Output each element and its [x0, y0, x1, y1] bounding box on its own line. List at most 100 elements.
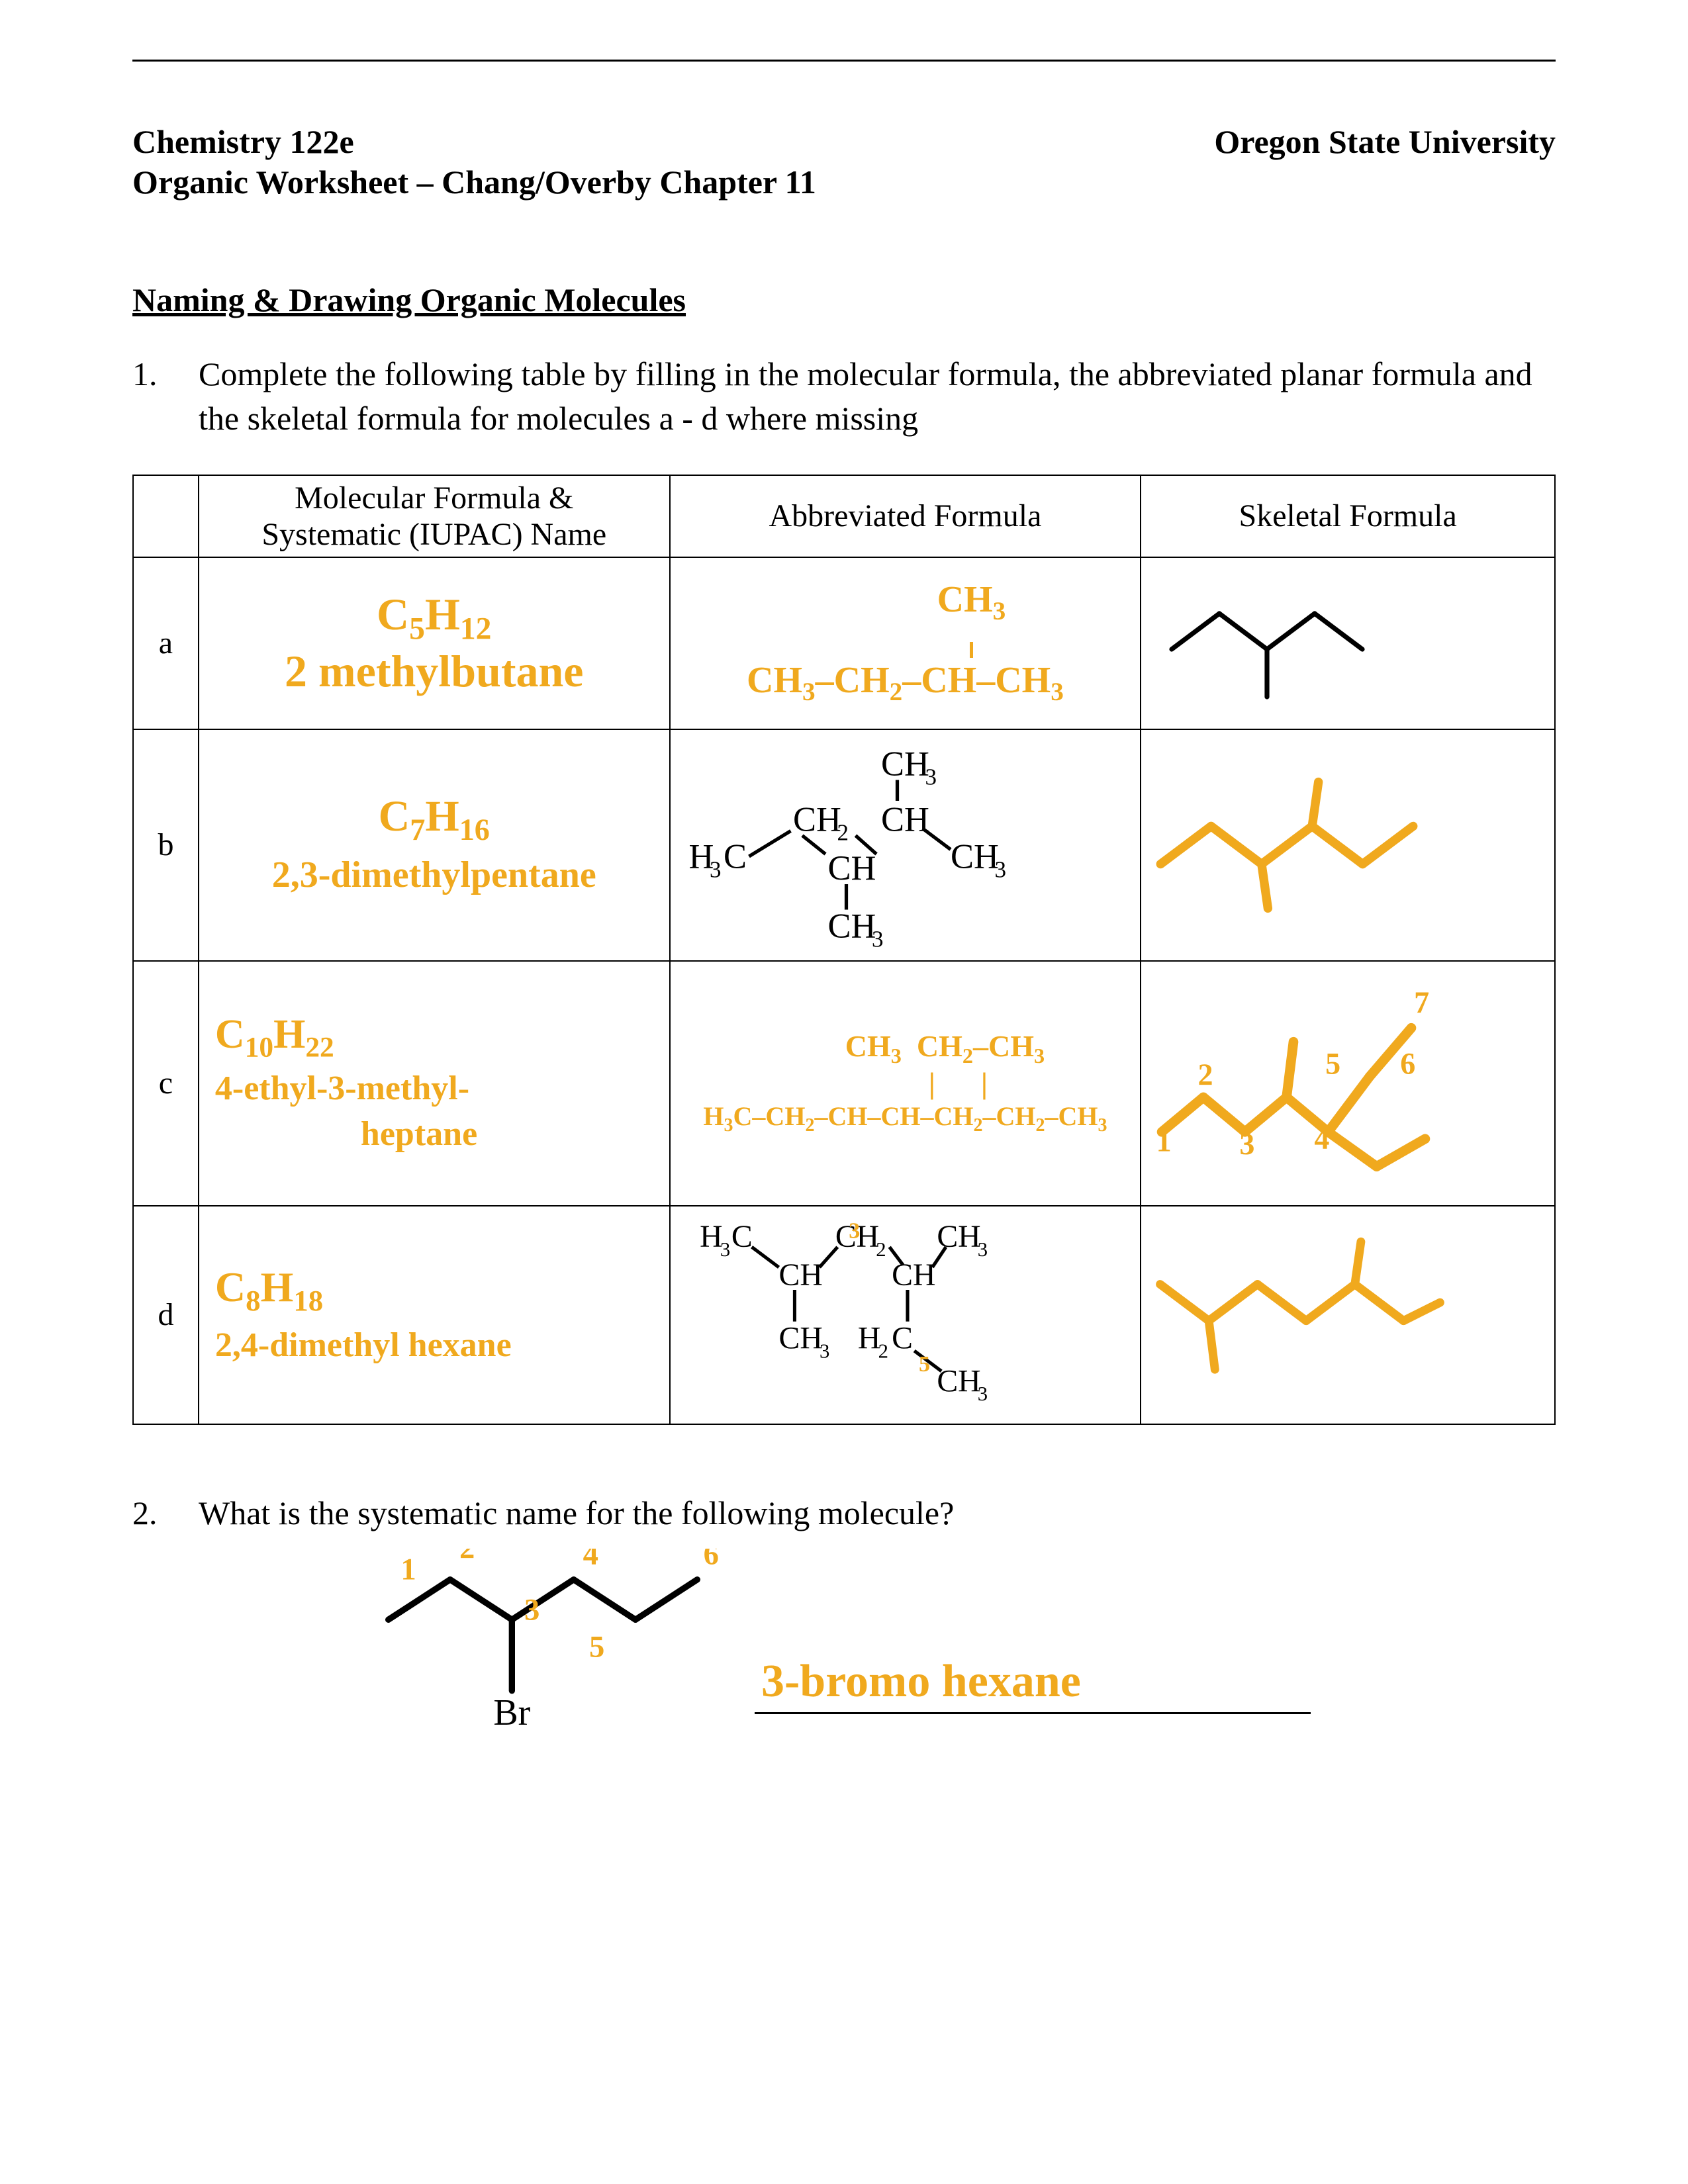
th-col1-l1: Molecular Formula & [295, 480, 573, 516]
row-a-abbrev-main: CH3–CH2–CH–CH3 [747, 660, 1064, 701]
svg-text:5: 5 [589, 1629, 604, 1664]
svg-text:CH: CH [881, 745, 929, 784]
svg-text:CH: CH [937, 1363, 980, 1398]
top-rule [132, 60, 1556, 62]
svg-text:C: C [724, 838, 747, 876]
q2-number: 2. [132, 1491, 199, 1536]
row-b-name-cell: C7H16 2,3-dimethylpentane [199, 729, 670, 961]
row-b-skeletal-svg [1148, 763, 1426, 927]
row-a-label: a [133, 557, 199, 729]
q2-answer: 3-bromo hexane [761, 1656, 1081, 1707]
row-c-name-l2: heptane [361, 1115, 477, 1153]
row-b-name: 2,3-dimethylpentane [272, 854, 596, 895]
row-d-formula: C8H18 [215, 1263, 323, 1310]
question-2: 2. What is the systematic name for the f… [132, 1491, 1556, 1536]
row-d-abbrev-cell: H3C CH2 CH3 CH CH CH3 H2C CH3 [670, 1206, 1141, 1424]
row-c-label: c [133, 961, 199, 1206]
svg-text:CH: CH [778, 1257, 822, 1293]
worksheet-page: Chemistry 122e Oregon State University O… [0, 0, 1688, 2184]
row-c-abbrev-cell: CH3 CH2–CH3 | | H3C–CH2–CH–CH–CH2–CH2–CH… [670, 961, 1141, 1206]
row-d-abbrev-svg: H3C CH2 CH3 CH CH CH3 H2C CH3 [677, 1213, 1061, 1416]
svg-text:4: 4 [1315, 1121, 1330, 1155]
worksheet-title: Organic Worksheet – Chang/Overby Chapter… [132, 163, 1556, 201]
svg-text:1: 1 [400, 1553, 416, 1587]
th-col1: Molecular Formula & Systematic (IUPAC) N… [199, 475, 670, 557]
row-a-name: 2 methylbutane [285, 646, 583, 696]
svg-text:2: 2 [1198, 1058, 1213, 1091]
course-code: Chemistry 122e [132, 121, 354, 163]
svg-text:3: 3 [710, 857, 722, 883]
q2-body: Br 1 2 3 4 5 6 3-bromo hexane [357, 1549, 1556, 1734]
svg-text:3: 3 [720, 1238, 729, 1261]
svg-text:CH: CH [827, 907, 876, 946]
row-b-abbrev-svg: CH3 CH2 CH H3C CH CH3 CH3 [677, 741, 1048, 949]
row-c-abbrev-top: CH3 CH2–CH3 [845, 1030, 1045, 1068]
svg-text:6: 6 [1401, 1046, 1416, 1080]
svg-text:CH: CH [951, 838, 999, 876]
svg-text:4: 4 [583, 1549, 598, 1571]
th-col2: Abbreviated Formula [670, 475, 1141, 557]
row-a-formula: C5H12 [377, 589, 491, 639]
page-header: Chemistry 122e Oregon State University [132, 121, 1556, 163]
svg-text:CH: CH [881, 801, 929, 839]
svg-text:C: C [731, 1219, 753, 1254]
row-c-skeletal-svg: 12 3 4 5 6 7 [1148, 966, 1439, 1201]
svg-text:3: 3 [994, 857, 1006, 883]
svg-text:3: 3 [977, 1383, 987, 1405]
svg-text:CH: CH [793, 801, 841, 839]
svg-text:CH: CH [892, 1257, 935, 1293]
row-c-abbrev-main: H3C–CH2–CH–CH–CH2–CH2–CH3 [703, 1101, 1107, 1131]
row-a-skeletal-svg [1148, 566, 1386, 721]
br-label: Br [493, 1692, 530, 1733]
row-a-skeletal-cell [1141, 557, 1555, 729]
svg-text:3: 3 [977, 1238, 987, 1261]
q2-answer-block: 3-bromo hexane [755, 1655, 1311, 1714]
svg-text:2: 2 [876, 1238, 886, 1261]
th-col3: Skeletal Formula [1141, 475, 1555, 557]
q1-prompt: Complete the following table by filling … [199, 352, 1556, 441]
svg-text:3: 3 [820, 1340, 829, 1362]
svg-text:CH: CH [827, 849, 876, 887]
svg-text:3: 3 [925, 764, 937, 790]
svg-text:5: 5 [1325, 1046, 1340, 1080]
row-c-name-cell: C10H22 4-ethyl-3-methyl- heptane [199, 961, 670, 1206]
row-c-skeletal-cell: 12 3 4 5 6 7 [1141, 961, 1555, 1206]
svg-text:2: 2 [878, 1340, 888, 1362]
svg-text:H: H [700, 1219, 722, 1254]
question-1: 1. Complete the following table by filli… [132, 352, 1556, 441]
th-blank [133, 475, 199, 557]
th-col1-l2: Systematic (IUPAC) Name [261, 517, 606, 552]
molecule-table: Molecular Formula & Systematic (IUPAC) N… [132, 475, 1556, 1425]
row-a-abbrev-cell: CH3 CH3–CH2–CH–CH3 [670, 557, 1141, 729]
row-b-abbrev-cell: CH3 CH2 CH H3C CH CH3 CH3 [670, 729, 1141, 961]
svg-text:6: 6 [704, 1549, 719, 1571]
q2-skeletal-svg: Br 1 2 3 4 5 6 [357, 1549, 728, 1734]
row-a-name-cell: C5H12 2 methylbutane [199, 557, 670, 729]
svg-text:2: 2 [837, 820, 849, 846]
row-d-name-cell: C8H18 2,4-dimethyl hexane [199, 1206, 670, 1424]
q2-prompt: What is the systematic name for the foll… [199, 1491, 1556, 1536]
svg-text:3: 3 [849, 1219, 860, 1244]
svg-text:3: 3 [1240, 1126, 1255, 1160]
q1-number: 1. [132, 352, 199, 441]
university-name: Oregon State University [1214, 121, 1556, 163]
row-d-label: d [133, 1206, 199, 1424]
svg-text:1: 1 [1156, 1124, 1172, 1158]
section-title: Naming & Drawing Organic Molecules [132, 281, 1556, 319]
svg-text:2: 2 [459, 1549, 475, 1565]
row-b-formula: C7H16 [379, 792, 490, 841]
svg-text:3: 3 [524, 1592, 539, 1627]
row-c-formula: C10H22 [215, 1012, 334, 1057]
row-d-skeletal-cell [1141, 1206, 1555, 1424]
svg-text:C: C [892, 1321, 913, 1356]
svg-text:CH: CH [778, 1321, 822, 1356]
svg-text:7: 7 [1414, 985, 1429, 1019]
svg-text:5: 5 [919, 1352, 930, 1377]
row-c-name-l1: 4-ethyl-3-methyl- [215, 1069, 469, 1107]
row-d-name: 2,4-dimethyl hexane [215, 1326, 512, 1364]
svg-text:H: H [858, 1321, 880, 1356]
row-b-skeletal-cell [1141, 729, 1555, 961]
row-d-skeletal-svg [1148, 1236, 1452, 1394]
svg-text:3: 3 [872, 927, 884, 950]
row-a-abbrev-top: CH3 [937, 581, 1006, 624]
